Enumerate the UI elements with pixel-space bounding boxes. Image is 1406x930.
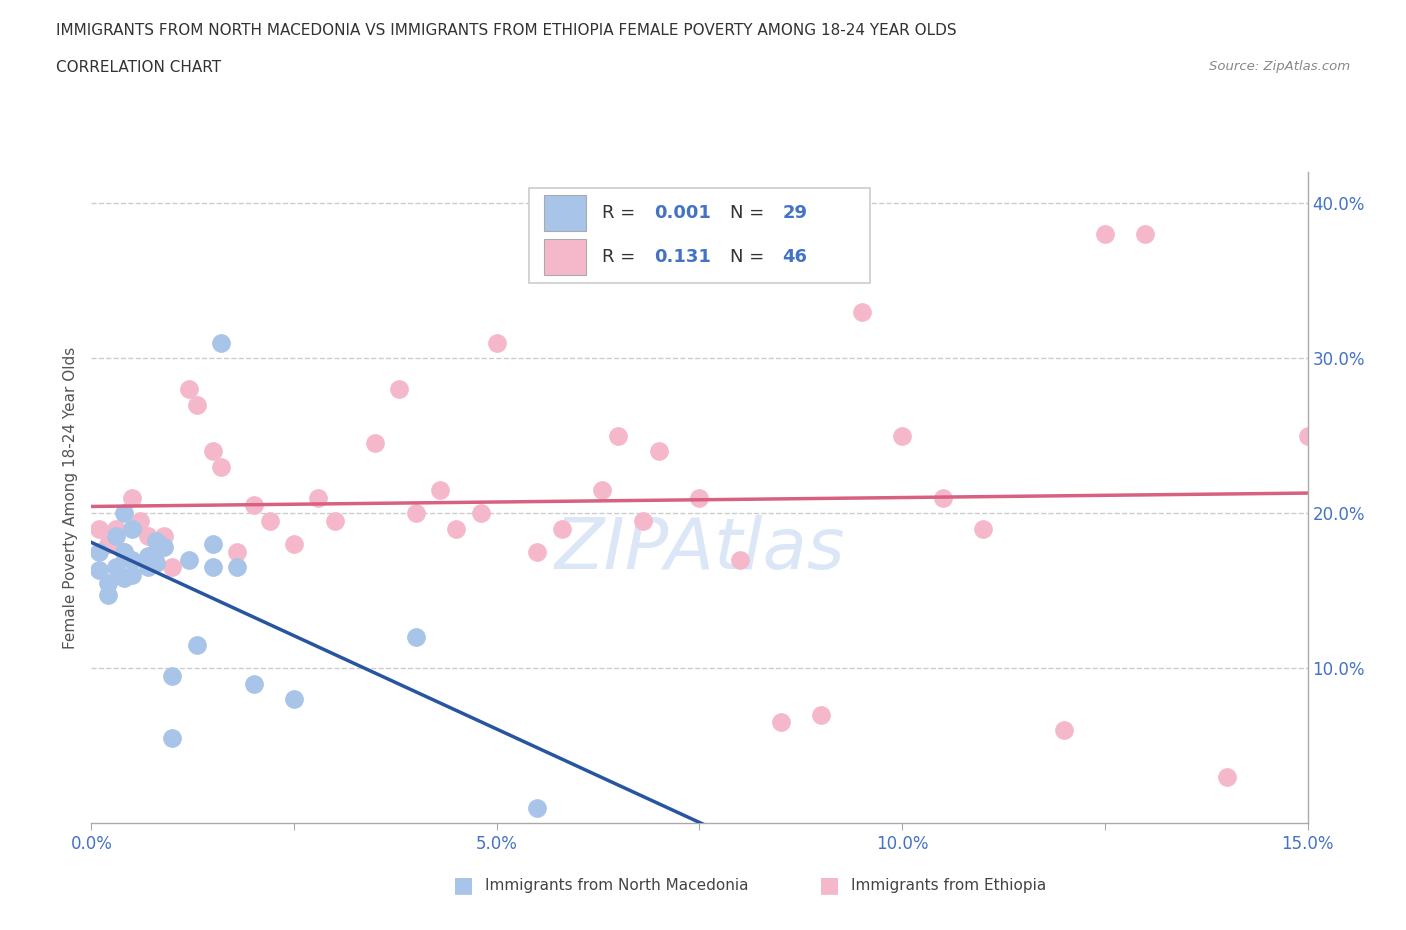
Text: R =: R =: [602, 204, 641, 222]
Point: [209, 459, 232, 474]
Point: [153, 529, 176, 544]
Point: [607, 428, 630, 443]
Point: [769, 715, 792, 730]
Point: [323, 513, 346, 528]
Point: [1296, 428, 1319, 443]
Text: R =: R =: [602, 247, 647, 266]
FancyBboxPatch shape: [544, 239, 586, 274]
Point: [242, 498, 264, 512]
Point: [121, 567, 143, 582]
FancyBboxPatch shape: [544, 195, 586, 231]
Point: [89, 563, 111, 578]
Point: [526, 800, 548, 815]
Point: [259, 513, 281, 528]
Point: [1215, 769, 1237, 784]
Point: [145, 555, 167, 570]
Point: [177, 552, 200, 567]
Text: N =: N =: [730, 247, 770, 266]
Point: [388, 381, 411, 396]
Point: [202, 537, 225, 551]
FancyBboxPatch shape: [529, 189, 870, 283]
Point: [405, 506, 427, 521]
Point: [526, 544, 548, 559]
Point: [688, 490, 710, 505]
Point: [97, 537, 120, 551]
Point: [104, 529, 127, 544]
Text: Source: ZipAtlas.com: Source: ZipAtlas.com: [1209, 60, 1350, 73]
Point: [136, 560, 159, 575]
Text: Immigrants from North Macedonia: Immigrants from North Macedonia: [485, 878, 748, 893]
Point: [405, 630, 427, 644]
Text: 0.001: 0.001: [654, 204, 711, 222]
Point: [121, 552, 143, 567]
Point: [145, 534, 167, 549]
Point: [186, 637, 208, 652]
Point: [226, 560, 249, 575]
Point: [121, 490, 143, 505]
Text: Immigrants from Ethiopia: Immigrants from Ethiopia: [851, 878, 1046, 893]
Point: [307, 490, 329, 505]
Point: [202, 444, 225, 458]
Point: [104, 560, 127, 575]
Point: [226, 544, 249, 559]
Point: [810, 707, 832, 722]
Point: [550, 521, 572, 536]
Text: CORRELATION CHART: CORRELATION CHART: [56, 60, 221, 75]
Text: N =: N =: [730, 204, 770, 222]
Point: [1094, 227, 1116, 242]
Point: [209, 335, 232, 350]
Point: [97, 576, 120, 591]
Text: 0.131: 0.131: [654, 247, 711, 266]
Point: [162, 669, 184, 684]
Point: [129, 513, 152, 528]
Point: [162, 730, 184, 745]
Point: [112, 506, 135, 521]
Point: [104, 521, 127, 536]
Point: [364, 436, 387, 451]
Text: 46: 46: [782, 247, 807, 266]
Point: [728, 552, 751, 567]
Point: [89, 544, 111, 559]
Point: [136, 529, 159, 544]
Point: [112, 571, 135, 586]
Text: ZIPAtlas: ZIPAtlas: [554, 515, 845, 584]
Point: [186, 397, 208, 412]
Text: 29: 29: [782, 204, 807, 222]
Point: [444, 521, 467, 536]
Point: [591, 483, 613, 498]
Point: [1053, 723, 1076, 737]
Point: [891, 428, 914, 443]
Point: [648, 444, 671, 458]
Point: [89, 521, 111, 536]
Point: [97, 588, 120, 603]
Point: [972, 521, 994, 536]
Point: [153, 539, 176, 554]
Point: [112, 544, 135, 559]
Point: [283, 537, 305, 551]
Point: [931, 490, 953, 505]
Point: [177, 381, 200, 396]
Point: [470, 506, 492, 521]
Text: ■: ■: [820, 875, 839, 896]
Point: [242, 676, 264, 691]
Point: [631, 513, 654, 528]
Text: ■: ■: [454, 875, 474, 896]
Point: [136, 549, 159, 564]
Point: [485, 335, 508, 350]
Point: [283, 692, 305, 707]
Point: [162, 560, 184, 575]
Point: [145, 544, 167, 559]
Text: IMMIGRANTS FROM NORTH MACEDONIA VS IMMIGRANTS FROM ETHIOPIA FEMALE POVERTY AMONG: IMMIGRANTS FROM NORTH MACEDONIA VS IMMIG…: [56, 23, 957, 38]
Point: [1135, 227, 1157, 242]
Point: [121, 521, 143, 536]
Point: [202, 560, 225, 575]
Point: [112, 544, 135, 559]
Point: [851, 304, 873, 319]
Point: [429, 483, 451, 498]
Y-axis label: Female Poverty Among 18-24 Year Olds: Female Poverty Among 18-24 Year Olds: [62, 347, 77, 649]
